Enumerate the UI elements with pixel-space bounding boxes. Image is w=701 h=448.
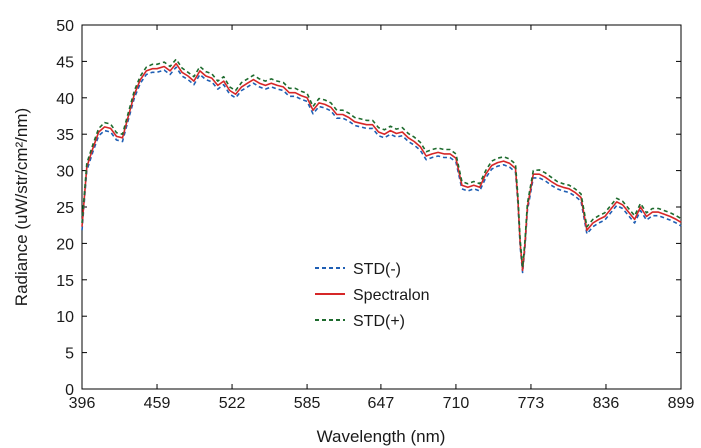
legend-label: STD(+) — [353, 313, 405, 330]
y-tick-label: 0 — [65, 382, 74, 399]
series-line-0 — [81, 66, 682, 274]
y-tick-label: 20 — [56, 236, 74, 253]
x-tick-label: 459 — [144, 395, 171, 412]
y-tick-label: 40 — [56, 91, 74, 108]
y-tick-label: 35 — [56, 127, 74, 144]
plot-frame — [81, 24, 682, 390]
y-tick-label: 45 — [56, 54, 74, 71]
x-axis: 396 459 522 585 647 710 773 836 899 — [69, 25, 695, 412]
x-tick-label: 836 — [593, 395, 620, 412]
y-tick-label: 30 — [56, 164, 74, 181]
legend-label: STD(-) — [353, 261, 401, 278]
y-tick-label: 25 — [56, 200, 74, 217]
y-tick-label: 15 — [56, 273, 74, 290]
series-lines — [81, 58, 682, 274]
x-tick-label: 647 — [368, 395, 395, 412]
y-tick-label: 5 — [65, 346, 74, 363]
x-tick-label: 396 — [69, 395, 96, 412]
x-tick-label: 522 — [219, 395, 246, 412]
x-axis-title: Wavelength (nm) — [317, 427, 446, 446]
x-tick-label: 899 — [668, 395, 695, 412]
y-tick-label: 10 — [56, 309, 74, 326]
x-tick-label: 710 — [443, 395, 470, 412]
legend: STD(-) Spectralon STD(+) — [315, 261, 430, 330]
series-line-1 — [81, 62, 682, 272]
y-tick-label: 50 — [56, 18, 74, 35]
x-tick-label: 773 — [518, 395, 545, 412]
y-axis-title: Radiance (uW/str/cm²/nm) — [12, 108, 31, 306]
series-line-2 — [81, 58, 682, 269]
legend-label: Spectralon — [353, 287, 430, 304]
y-axis: 0 5 10 15 20 25 30 35 40 45 50 — [56, 18, 681, 399]
x-tick-label: 585 — [294, 395, 321, 412]
